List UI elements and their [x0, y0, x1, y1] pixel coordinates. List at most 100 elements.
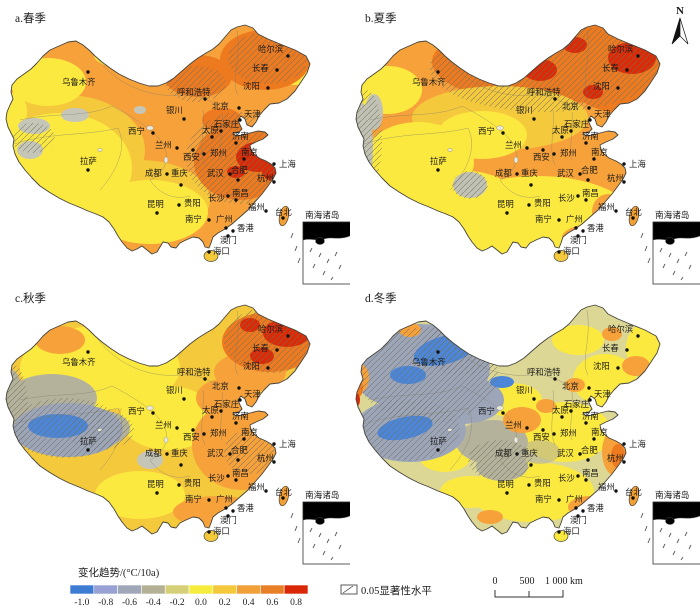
city-dot: [86, 350, 90, 354]
panel-title-summer: b.夏季: [365, 12, 397, 25]
city-dot: [541, 148, 545, 152]
city-label: 哈尔滨: [608, 44, 634, 54]
city-dot: [560, 415, 564, 419]
colorbar-segment: [69, 584, 95, 595]
city-label: 广州: [566, 494, 583, 504]
city-dot: [224, 226, 228, 230]
significance-label: 0.05显著性水平: [361, 584, 432, 597]
city-dot: [625, 68, 629, 72]
city-dot: [584, 421, 588, 425]
city-label: 贵阳: [184, 198, 201, 208]
city-dot: [86, 168, 90, 172]
city-dot: [592, 157, 596, 161]
panel-title-winter: d.冬季: [365, 291, 397, 305]
colorbar-segment: [93, 584, 118, 595]
city-dot: [581, 229, 585, 233]
city-dot: [501, 131, 505, 135]
city-dot: [226, 234, 230, 238]
city-dot: [622, 460, 626, 464]
city-dot: [210, 135, 214, 139]
city-label: 天津: [244, 109, 261, 119]
city-label: 呼和浩特: [177, 87, 211, 97]
city-dot: [272, 180, 276, 184]
colorbar-segment: [260, 584, 285, 595]
panel-title-spring: a.春季: [15, 12, 46, 25]
city-dot: [578, 452, 582, 456]
city-label: 杭州: [257, 173, 274, 183]
panel-spring: 哈尔滨 长春 沈阳 乌鲁木齐 呼和浩特 北京 天津 银川 石家庄 太原 济南 西宁 兰州 西安 郑州 南京 上海…: [0, 0, 350, 285]
city-label: 南京: [591, 147, 608, 157]
city-label: 西宁: [128, 406, 145, 416]
taiwan-island: [278, 205, 290, 227]
city-dot: [557, 250, 561, 254]
taiwan-island: [628, 485, 640, 507]
city-label: 西安: [533, 432, 550, 442]
city-label: 济南: [232, 131, 249, 141]
colorbar-segment: [236, 584, 261, 595]
city-label: 成都: [145, 448, 162, 458]
city-label: 银川: [516, 105, 533, 115]
city-label: 济南: [232, 411, 249, 421]
city-dot: [177, 483, 181, 487]
city-dot: [231, 509, 235, 513]
city-label: 乌鲁木齐: [62, 77, 96, 87]
city-dot: [236, 458, 240, 462]
city-label: 南京: [241, 427, 258, 437]
city-dot: [234, 141, 238, 145]
city-label: 哈尔滨: [608, 324, 634, 334]
city-label: 成都: [145, 168, 162, 178]
city-dot: [525, 426, 529, 430]
colorbar-tick: -0.8: [98, 598, 113, 608]
city-dot: [266, 366, 270, 370]
city-dot: [586, 458, 590, 462]
city-label: 兰州: [155, 140, 172, 150]
city-label: 昆明: [147, 480, 164, 489]
colorbar-tick: -0.4: [146, 598, 161, 608]
city-dot: [237, 386, 241, 390]
city-label: 台北: [275, 487, 292, 497]
city-dot: [165, 172, 169, 176]
city-label: 福州: [248, 202, 265, 212]
city-label: 长沙: [558, 473, 575, 483]
city-label: 乌鲁木齐: [62, 357, 96, 367]
city-dot: [584, 478, 588, 482]
city-label: 石家庄: [214, 399, 239, 409]
city-label: 北京: [562, 101, 579, 111]
city-dot: [272, 162, 276, 166]
city-dot: [636, 54, 640, 58]
city-dot: [234, 198, 238, 202]
city-dot: [527, 483, 531, 487]
city-label: 南宁: [185, 214, 202, 224]
city-label: 天津: [594, 109, 611, 119]
inset-label: 南海诸岛: [655, 489, 689, 500]
colorbar-tick: 0.2: [219, 598, 231, 608]
city-dot: [527, 203, 531, 207]
city-label: 兰州: [155, 420, 172, 430]
city-dot: [588, 118, 592, 122]
city-label: 福州: [598, 202, 615, 212]
city-dot: [529, 463, 533, 467]
city-dot: [576, 234, 580, 238]
city-label: 呼和浩特: [527, 367, 561, 377]
colorbar-segment: [164, 584, 190, 595]
city-label: 成都: [495, 168, 512, 178]
panel-autumn: 哈尔滨 长春 沈阳 乌鲁木齐 呼和浩特 北京 天津 银川 石家庄 太原 济南 西宁 兰州 西安 郑州 南京 上海…: [0, 280, 350, 565]
city-label: 郑州: [210, 428, 227, 438]
city-label: 贵阳: [534, 198, 551, 208]
panel-summer: 哈尔滨 长春 沈阳 乌鲁木齐 呼和浩特 北京 天津 银川 石家庄 太原 济南 西宁 兰州 西安 郑州 南京 上海…: [350, 0, 700, 285]
city-label: 昆明: [497, 480, 514, 489]
city-label: 武汉: [207, 168, 224, 178]
city-label: 北京: [212, 381, 229, 391]
city-dot: [226, 474, 230, 478]
city-label: 西宁: [478, 406, 495, 416]
city-label: 广州: [216, 494, 233, 504]
city-label: 香港: [587, 503, 604, 513]
city-label: 南京: [241, 147, 258, 157]
colorbar-tick: 0.4: [243, 598, 255, 608]
city-dot: [616, 86, 620, 90]
city-dot: [155, 491, 159, 495]
city-label: 济南: [582, 131, 599, 141]
city-label: 长春: [602, 63, 619, 73]
city-dot: [587, 386, 591, 390]
